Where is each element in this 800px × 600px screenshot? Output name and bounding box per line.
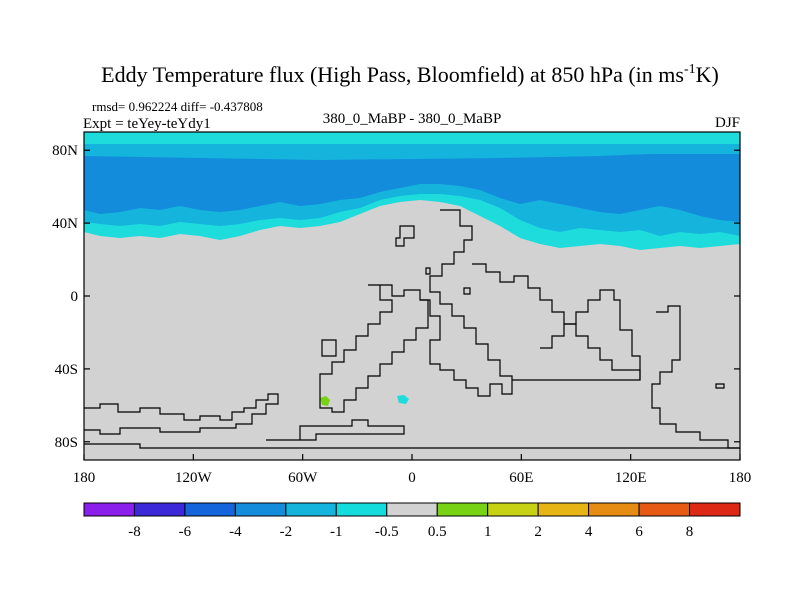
polar-cyan-strip	[84, 132, 740, 144]
coastline-islands-2	[321, 339, 337, 357]
positive-blob-cyan	[397, 395, 409, 404]
colorbar-swatch	[638, 502, 691, 517]
x-tick-label: 120W	[175, 470, 213, 486]
stats-text: rmsd= 0.962224 diff= -0.437808	[92, 99, 263, 114]
colorbar-label: 6	[635, 524, 643, 540]
colorbar-swatch	[133, 502, 186, 517]
y-tick-label: 40N	[52, 216, 78, 232]
y-tick-label: 80N	[52, 143, 78, 159]
colorbar-swatch	[285, 502, 337, 517]
y-tick-label: 40S	[55, 362, 78, 378]
coastline-antarctic-east	[266, 419, 405, 441]
colorbar-label: -4	[229, 524, 242, 540]
coastline-antarctic-bottom	[84, 443, 740, 449]
map-area	[83, 131, 741, 461]
colorbar-swatch	[234, 502, 287, 517]
coastlines	[84, 209, 740, 449]
coastline-australia	[540, 289, 641, 380]
x-axis: 180 120W 60W 0 60E 120E 180	[73, 454, 752, 486]
chart-subtitle: 380_0_MaBP - 380_0_MaBP	[323, 111, 502, 127]
colorbar-swatch	[184, 502, 236, 517]
colorbar-label: 0.5	[428, 524, 447, 540]
title-suffix: K)	[696, 62, 719, 87]
x-tick-label: 180	[73, 470, 96, 486]
colorbar-swatch	[689, 502, 741, 517]
colorbar-swatch	[588, 502, 640, 517]
colorbar-label: 8	[686, 524, 694, 540]
season-label: DJF	[715, 115, 740, 131]
colorbar-label: -0.5	[375, 524, 399, 540]
coastline-africa	[420, 209, 513, 397]
colorbar-label: -6	[179, 524, 192, 540]
x-tick-label: 60W	[288, 470, 318, 486]
coastline-antarctic-west	[84, 393, 279, 435]
coastline-small-island	[715, 383, 725, 389]
positive-blob-green	[320, 396, 330, 406]
coastline-islands-4	[463, 287, 471, 295]
colorbar-swatch	[386, 502, 438, 517]
colorbar-swatch	[537, 502, 590, 517]
coastline-islands-3	[425, 267, 431, 275]
contour-band-dark-blue	[84, 150, 740, 222]
coastline-north-islands	[395, 225, 415, 247]
colorbar-swatch	[436, 502, 489, 517]
colorbar-label: -2	[280, 524, 293, 540]
colorbar: -8 -6 -4 -2 -1 -0.5 0.5 1 2 4 6 8	[83, 502, 741, 540]
x-tick-label: 180	[729, 470, 752, 486]
polar-blue-strip	[84, 144, 740, 154]
colorbar-swatch	[83, 502, 135, 517]
title-superscript: -1	[684, 62, 696, 77]
y-axis: 80N 40N 0 40S 80S	[52, 143, 740, 451]
colorbar-label: 2	[534, 524, 542, 540]
chart-title: Eddy Temperature flux (High Pass, Bloomf…	[101, 62, 719, 87]
coastline-east	[472, 263, 641, 381]
x-tick-label: 120E	[615, 470, 647, 486]
colorbar-label: 4	[585, 524, 593, 540]
colorbar-label: 1	[484, 524, 492, 540]
x-tick-label: 60E	[509, 470, 533, 486]
colorbar-label: -1	[330, 524, 343, 540]
y-tick-label: 0	[71, 289, 79, 305]
experiment-label: Expt = teYey-teYdy1	[83, 116, 211, 132]
x-tick-label: 0	[408, 470, 416, 486]
y-tick-label: 80S	[55, 435, 78, 451]
colorbar-swatch	[335, 502, 388, 517]
coastline-pacific-islands	[651, 305, 740, 449]
colorbar-label: -8	[128, 524, 141, 540]
colorbar-swatch	[487, 502, 539, 517]
